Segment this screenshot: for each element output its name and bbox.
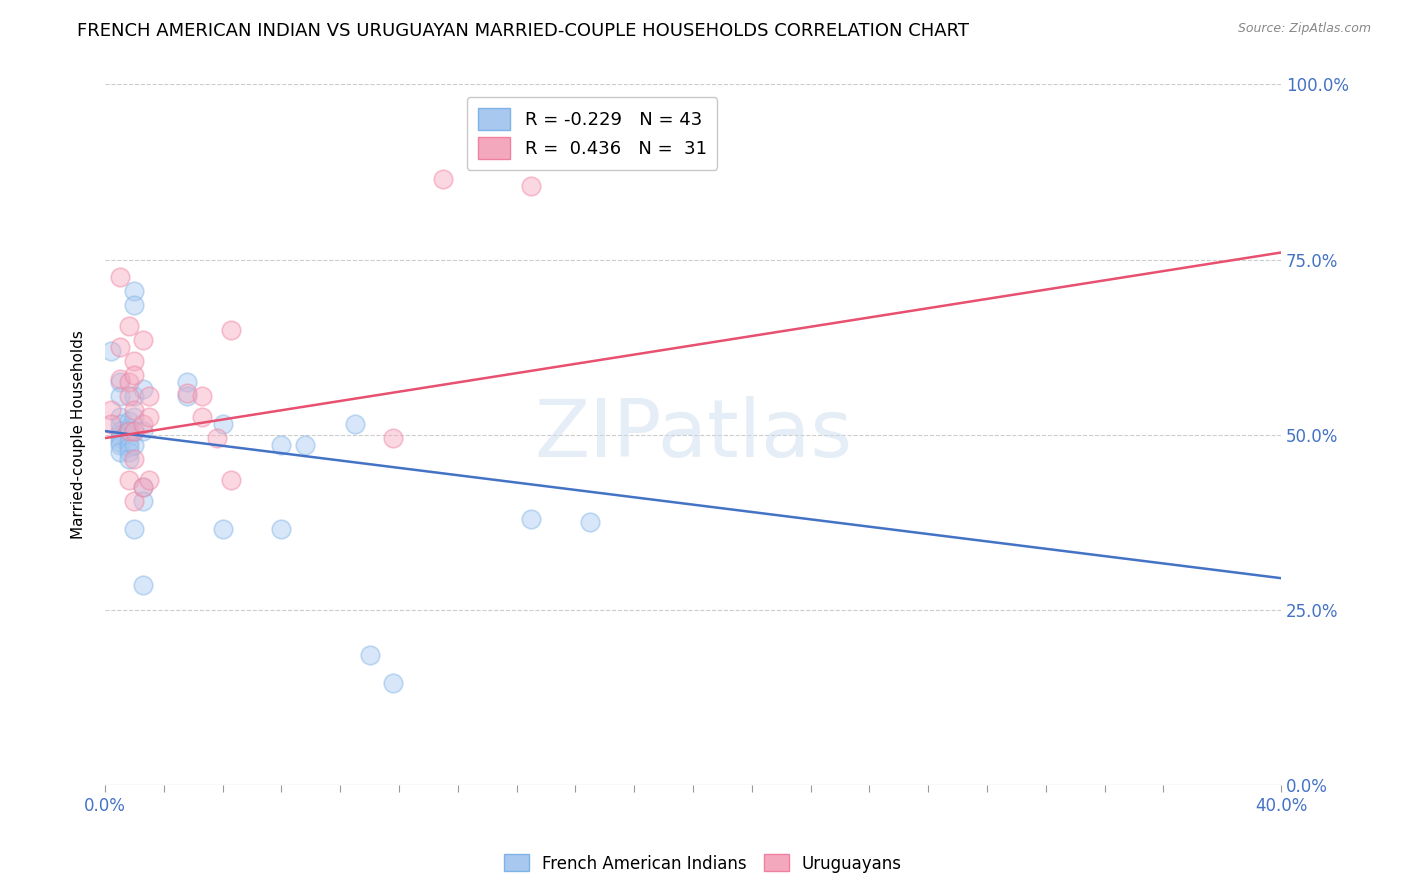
Point	[138, 410, 160, 425]
Point	[221, 473, 243, 487]
Point	[211, 522, 233, 536]
Point	[132, 333, 155, 347]
Legend: R = -0.229   N = 43, R =  0.436   N =  31: R = -0.229 N = 43, R = 0.436 N = 31	[467, 97, 717, 169]
Point	[579, 515, 602, 529]
Point	[117, 473, 139, 487]
Point	[108, 410, 131, 425]
Point	[108, 340, 131, 354]
Point	[124, 424, 146, 438]
Point	[108, 445, 131, 459]
Point	[520, 511, 543, 525]
Point	[520, 179, 543, 194]
Point	[132, 424, 155, 438]
Point	[100, 417, 122, 431]
Point	[100, 343, 122, 358]
Y-axis label: Married-couple Households: Married-couple Households	[72, 330, 86, 539]
Point	[117, 375, 139, 389]
Point	[205, 431, 228, 445]
Point	[382, 431, 405, 445]
Point	[124, 438, 146, 452]
Point	[132, 417, 155, 431]
Text: ZIPatlas: ZIPatlas	[534, 395, 852, 474]
Point	[117, 424, 139, 438]
Point	[138, 389, 160, 403]
Point	[117, 429, 139, 443]
Point	[124, 410, 146, 425]
Point	[124, 424, 146, 438]
Point	[117, 319, 139, 334]
Point	[117, 420, 139, 434]
Point	[108, 389, 131, 403]
Point	[108, 434, 131, 449]
Point	[270, 522, 292, 536]
Point	[176, 375, 198, 389]
Point	[211, 417, 233, 431]
Point	[117, 414, 139, 428]
Point	[343, 417, 366, 431]
Point	[124, 494, 146, 508]
Point	[294, 438, 316, 452]
Point	[132, 480, 155, 494]
Point	[108, 371, 131, 385]
Point	[117, 389, 139, 403]
Point	[117, 424, 139, 438]
Point	[117, 452, 139, 467]
Point	[382, 676, 405, 690]
Point	[132, 382, 155, 396]
Point	[117, 434, 139, 449]
Point	[108, 427, 131, 442]
Point	[124, 389, 146, 403]
Point	[117, 440, 139, 454]
Point	[176, 385, 198, 400]
Point	[270, 438, 292, 452]
Point	[191, 389, 214, 403]
Text: Source: ZipAtlas.com: Source: ZipAtlas.com	[1237, 22, 1371, 36]
Point	[191, 410, 214, 425]
Point	[132, 494, 155, 508]
Point	[132, 480, 155, 494]
Point	[138, 473, 160, 487]
Point	[117, 445, 139, 459]
Point	[124, 522, 146, 536]
Point	[108, 438, 131, 452]
Point	[432, 172, 454, 186]
Point	[108, 270, 131, 285]
Point	[108, 375, 131, 389]
Point	[132, 578, 155, 592]
Point	[108, 417, 131, 431]
Point	[100, 403, 122, 417]
Text: FRENCH AMERICAN INDIAN VS URUGUAYAN MARRIED-COUPLE HOUSEHOLDS CORRELATION CHART: FRENCH AMERICAN INDIAN VS URUGUAYAN MARR…	[77, 22, 969, 40]
Point	[221, 322, 243, 336]
Point	[108, 431, 131, 445]
Point	[108, 424, 131, 438]
Point	[124, 298, 146, 312]
Point	[176, 389, 198, 403]
Point	[359, 648, 381, 663]
Point	[124, 368, 146, 382]
Point	[124, 354, 146, 368]
Point	[124, 452, 146, 467]
Legend: French American Indians, Uruguayans: French American Indians, Uruguayans	[498, 847, 908, 880]
Point	[124, 403, 146, 417]
Point	[124, 284, 146, 298]
